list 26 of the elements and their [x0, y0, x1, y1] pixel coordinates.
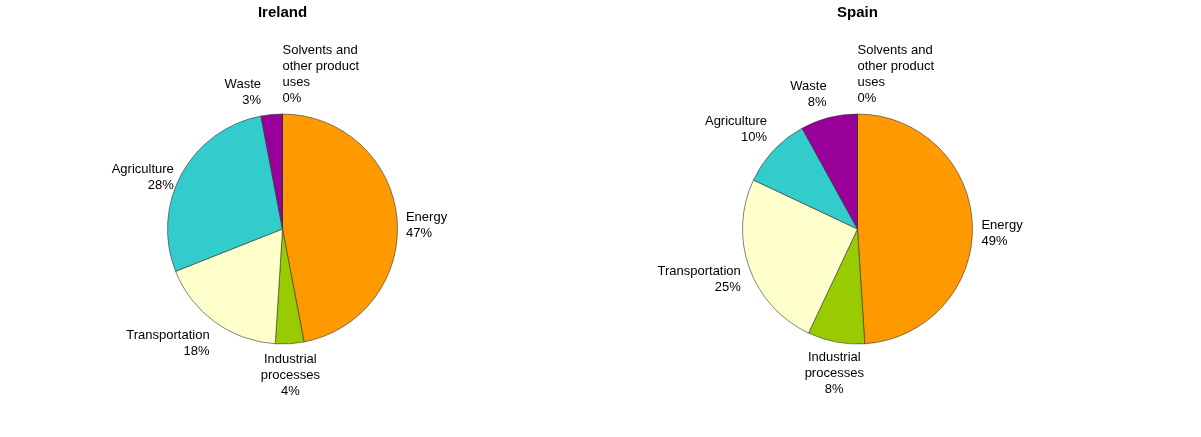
slice-label: Energy	[981, 217, 1024, 233]
chart-title: Spain	[837, 3, 878, 20]
slice-label: Transportation	[126, 327, 210, 343]
text: 0%	[282, 90, 302, 105]
slice-label: Agriculture	[704, 113, 768, 129]
slice-label: Transportation	[657, 263, 741, 278]
slice-label: Waste	[790, 77, 827, 93]
data-label: 8%	[807, 93, 828, 109]
data-label: 25%	[714, 279, 742, 294]
data-label: 28%	[147, 177, 175, 193]
slice-label: Agriculture	[111, 161, 174, 177]
data-label: 10%	[741, 129, 768, 145]
data-label: 8%	[824, 380, 845, 396]
data-label: 3%	[242, 91, 262, 107]
data-label: 18%	[183, 343, 211, 359]
chart-title: Ireland	[257, 3, 308, 20]
slice-label: Industrial processes	[260, 350, 321, 382]
category-label: Solvents and other product uses	[857, 42, 935, 89]
data-label: 49%	[981, 233, 1008, 249]
category-label: Solvents and other product uses	[282, 42, 360, 89]
slice-label: Waste	[224, 75, 261, 91]
slice-label: Industrial processes	[804, 348, 865, 380]
text: 0%	[857, 90, 877, 105]
slice-label: Energy	[405, 209, 448, 225]
data-label: 47%	[405, 225, 433, 241]
data-label: 4%	[280, 382, 301, 398]
